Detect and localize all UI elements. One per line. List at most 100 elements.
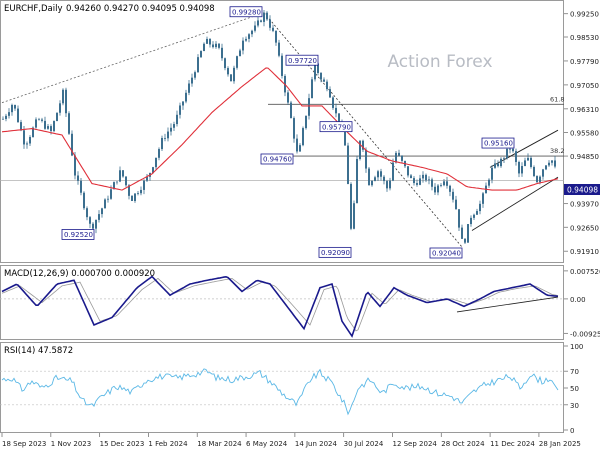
candle-body bbox=[2, 118, 4, 120]
candle-body bbox=[446, 181, 448, 186]
candle-body bbox=[332, 97, 334, 108]
candle-body bbox=[275, 30, 277, 43]
candle-body bbox=[431, 179, 433, 187]
candle-body bbox=[161, 137, 163, 150]
candle-body bbox=[509, 148, 511, 150]
candle-body bbox=[200, 51, 202, 58]
candle-body bbox=[197, 57, 199, 73]
rsi-tick-label: 70 bbox=[570, 368, 579, 376]
rsi-panel-frame bbox=[0, 342, 564, 433]
price-annotation-box bbox=[260, 153, 294, 165]
candle-body bbox=[503, 158, 505, 160]
candle-body bbox=[395, 152, 397, 163]
price-tick-label: 0.91910 bbox=[570, 248, 599, 256]
macd-panel-frame bbox=[0, 265, 564, 340]
candle-body bbox=[155, 157, 157, 168]
candle-body bbox=[8, 112, 10, 116]
candle-body bbox=[422, 174, 424, 179]
candle-body bbox=[128, 185, 130, 196]
date-tick-label: 6 May 2024 bbox=[246, 440, 288, 448]
candle-body bbox=[296, 138, 298, 152]
candle-body bbox=[473, 214, 475, 218]
date-tick-label: 12 Sep 2024 bbox=[392, 440, 437, 448]
date-axis: 18 Sep 2023 1 Nov 2023 15 Dec 2023 1 Feb 20… bbox=[1, 433, 581, 448]
candle-body bbox=[266, 12, 268, 20]
price-annotation-label: 0.92090 bbox=[321, 249, 350, 257]
candle-body bbox=[239, 50, 241, 57]
last-price-tag bbox=[564, 184, 600, 195]
price-annotation-box bbox=[429, 247, 463, 259]
candle-body bbox=[317, 63, 319, 73]
price-annotations: 0.92520 0.99280 0.97720 0.95790 0.94760 0.920… bbox=[61, 6, 515, 259]
candle-body bbox=[419, 178, 421, 185]
candle-body bbox=[320, 72, 322, 80]
candle-body bbox=[299, 145, 301, 152]
candle-body bbox=[113, 182, 115, 190]
candle-body bbox=[512, 148, 514, 152]
candle-body bbox=[23, 130, 25, 145]
candle-body bbox=[374, 177, 376, 181]
candle-body bbox=[248, 34, 250, 39]
candle-body bbox=[551, 160, 553, 163]
candle-body bbox=[281, 55, 283, 76]
candle-body bbox=[263, 12, 265, 22]
chart-ohlc-label: 0.94260 0.94270 0.94095 0.94098 bbox=[66, 4, 215, 14]
price-annotation-label: 0.95790 bbox=[322, 123, 351, 131]
price-annotation-label: 0.94760 bbox=[263, 156, 292, 164]
candle-series bbox=[2, 10, 556, 244]
candle-body bbox=[461, 227, 463, 239]
candle-body bbox=[110, 189, 112, 199]
channel-lower-line bbox=[471, 176, 559, 231]
macd-signal-line bbox=[1, 277, 559, 332]
candle-body bbox=[62, 89, 64, 104]
candle-body bbox=[533, 166, 535, 177]
candle-body bbox=[188, 83, 190, 93]
candle-body bbox=[389, 180, 391, 189]
candle-body bbox=[437, 185, 439, 193]
candle-body bbox=[425, 174, 427, 181]
candle-body bbox=[278, 42, 280, 56]
candle-body bbox=[455, 199, 457, 210]
candle-body bbox=[302, 128, 304, 146]
candle-body bbox=[470, 217, 472, 225]
candle-body bbox=[77, 175, 79, 181]
price-tick-label: 0.92650 bbox=[570, 224, 599, 232]
candle-body bbox=[416, 183, 418, 185]
date-tick-label: 28 Oct 2024 bbox=[441, 440, 485, 448]
candle-body bbox=[407, 166, 409, 176]
candle-body bbox=[254, 25, 256, 31]
candle-body bbox=[488, 179, 490, 186]
candle-body bbox=[368, 168, 370, 186]
candle-body bbox=[104, 199, 106, 209]
price-annotation-box bbox=[318, 246, 352, 258]
candle-body bbox=[164, 137, 166, 139]
rsi-line bbox=[1, 368, 559, 416]
candle-body bbox=[80, 180, 82, 193]
candle-body bbox=[242, 40, 244, 51]
candle-body bbox=[554, 160, 556, 167]
candle-body bbox=[449, 185, 451, 192]
candle-body bbox=[206, 38, 208, 44]
candle-body bbox=[44, 120, 46, 129]
candle-body bbox=[194, 72, 196, 78]
candle-body bbox=[176, 114, 178, 125]
macd-panel: 0.007526 0.00 -0.009252 bbox=[0, 268, 600, 338]
candle-body bbox=[392, 162, 394, 181]
price-annotation-label: 0.92040 bbox=[432, 250, 461, 258]
candle-body bbox=[539, 176, 541, 183]
candle-body bbox=[251, 30, 253, 35]
candle-body bbox=[500, 158, 502, 167]
watermark: Action Forex bbox=[387, 52, 492, 72]
candle-body bbox=[56, 112, 58, 122]
candle-body bbox=[230, 74, 232, 82]
rsi-title: RSI(14) 47.5872 bbox=[4, 346, 73, 356]
date-tick-label: 18 Mar 2024 bbox=[197, 440, 242, 448]
candle-body bbox=[335, 107, 337, 114]
price-annotation-label: 0.95160 bbox=[484, 140, 513, 148]
price-annotation-label: 0.99280 bbox=[232, 8, 261, 16]
candle-body bbox=[38, 119, 40, 121]
candle-body bbox=[365, 149, 367, 169]
candle-body bbox=[293, 118, 295, 139]
price-tick-label: 0.93970 bbox=[570, 201, 599, 209]
